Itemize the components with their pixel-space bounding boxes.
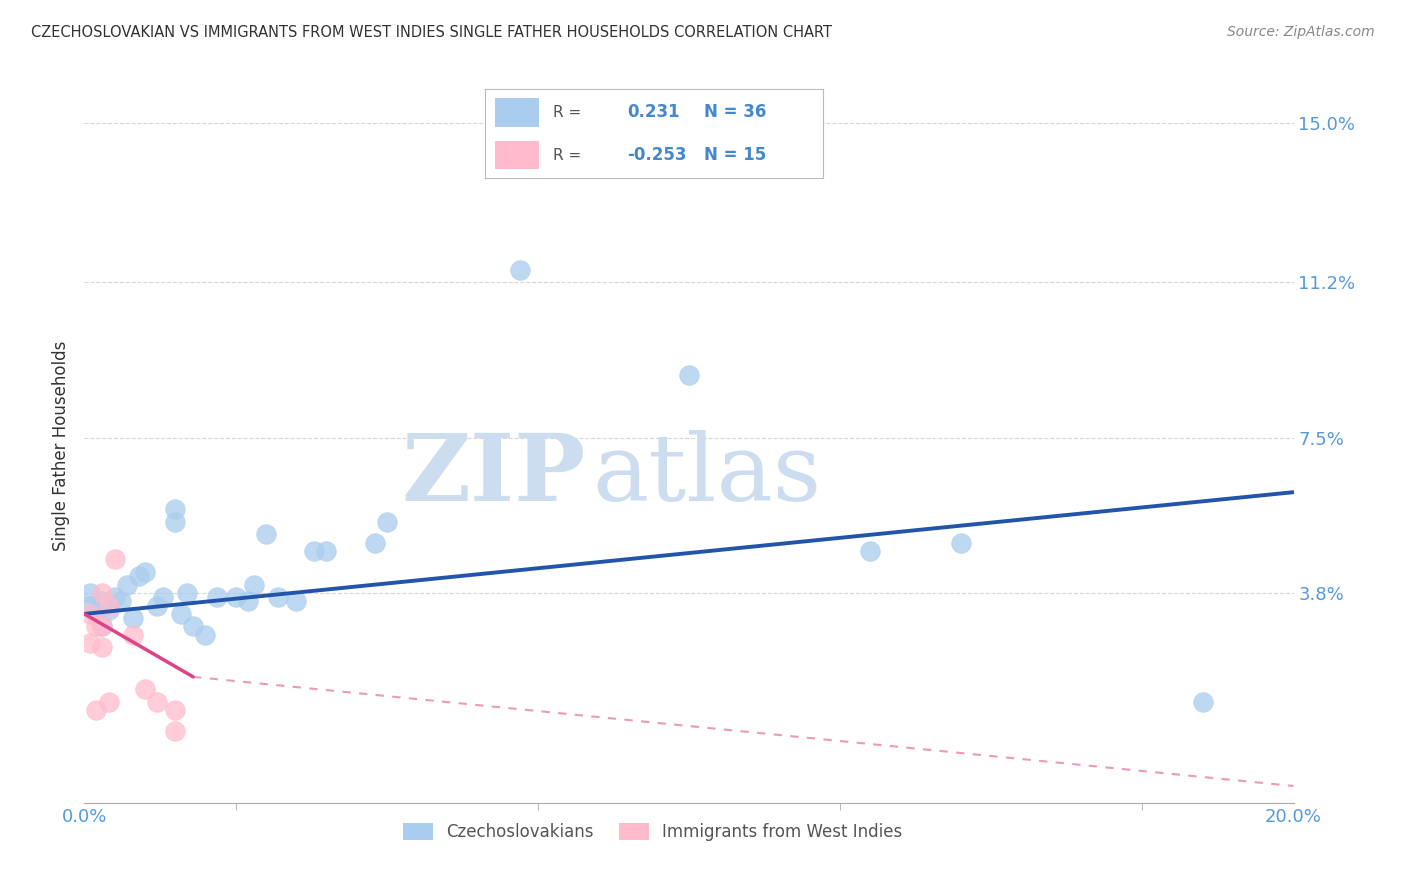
Point bbox=[165, 502, 187, 516]
Text: atlas: atlas bbox=[592, 430, 821, 519]
FancyBboxPatch shape bbox=[495, 98, 538, 127]
Point bbox=[236, 594, 259, 608]
Point bbox=[152, 590, 174, 604]
Point bbox=[86, 703, 108, 717]
Point bbox=[950, 535, 973, 549]
Point bbox=[242, 577, 264, 591]
Point bbox=[267, 590, 290, 604]
Text: CZECHOSLOVAKIAN VS IMMIGRANTS FROM WEST INDIES SINGLE FATHER HOUSEHOLDS CORRELAT: CZECHOSLOVAKIAN VS IMMIGRANTS FROM WEST … bbox=[31, 25, 832, 40]
Point bbox=[859, 544, 882, 558]
Point bbox=[91, 619, 114, 633]
Text: R =: R = bbox=[553, 148, 581, 162]
Point bbox=[79, 636, 101, 650]
Point bbox=[128, 569, 150, 583]
Point bbox=[86, 607, 108, 621]
Point bbox=[194, 628, 217, 642]
Point bbox=[225, 590, 247, 604]
Point bbox=[121, 611, 143, 625]
Text: N = 36: N = 36 bbox=[704, 103, 766, 121]
Point bbox=[79, 586, 101, 600]
Point bbox=[86, 619, 108, 633]
Text: -0.253: -0.253 bbox=[627, 146, 686, 164]
Text: R =: R = bbox=[553, 105, 581, 120]
FancyBboxPatch shape bbox=[495, 141, 538, 169]
Point bbox=[146, 695, 169, 709]
Point bbox=[165, 703, 187, 717]
Point bbox=[165, 724, 187, 739]
Point bbox=[115, 577, 138, 591]
Point bbox=[134, 565, 156, 579]
Point bbox=[104, 590, 127, 604]
Point bbox=[91, 586, 114, 600]
Point bbox=[176, 586, 198, 600]
Point bbox=[302, 544, 325, 558]
Point bbox=[509, 262, 531, 277]
Point bbox=[91, 594, 114, 608]
Point bbox=[91, 619, 114, 633]
Point bbox=[285, 594, 308, 608]
Point bbox=[134, 682, 156, 697]
Point bbox=[97, 603, 120, 617]
Text: ZIP: ZIP bbox=[402, 430, 586, 519]
Point bbox=[110, 594, 132, 608]
Text: 0.231: 0.231 bbox=[627, 103, 679, 121]
Point bbox=[181, 619, 204, 633]
Point bbox=[363, 535, 385, 549]
Point bbox=[375, 515, 398, 529]
Point bbox=[97, 695, 120, 709]
Point bbox=[207, 590, 229, 604]
Point bbox=[678, 368, 700, 382]
Legend: Czechoslovakians, Immigrants from West Indies: Czechoslovakians, Immigrants from West I… bbox=[396, 816, 910, 848]
Text: N = 15: N = 15 bbox=[704, 146, 766, 164]
Point bbox=[165, 515, 187, 529]
Point bbox=[97, 599, 120, 613]
Point bbox=[315, 544, 337, 558]
Point bbox=[91, 640, 114, 655]
Point bbox=[121, 628, 143, 642]
Point bbox=[79, 599, 101, 613]
Point bbox=[1192, 695, 1215, 709]
Point bbox=[254, 527, 277, 541]
Text: Source: ZipAtlas.com: Source: ZipAtlas.com bbox=[1227, 25, 1375, 39]
Point bbox=[170, 607, 193, 621]
Point bbox=[79, 607, 101, 621]
Point bbox=[146, 599, 169, 613]
Point bbox=[104, 552, 127, 566]
Y-axis label: Single Father Households: Single Father Households bbox=[52, 341, 70, 551]
